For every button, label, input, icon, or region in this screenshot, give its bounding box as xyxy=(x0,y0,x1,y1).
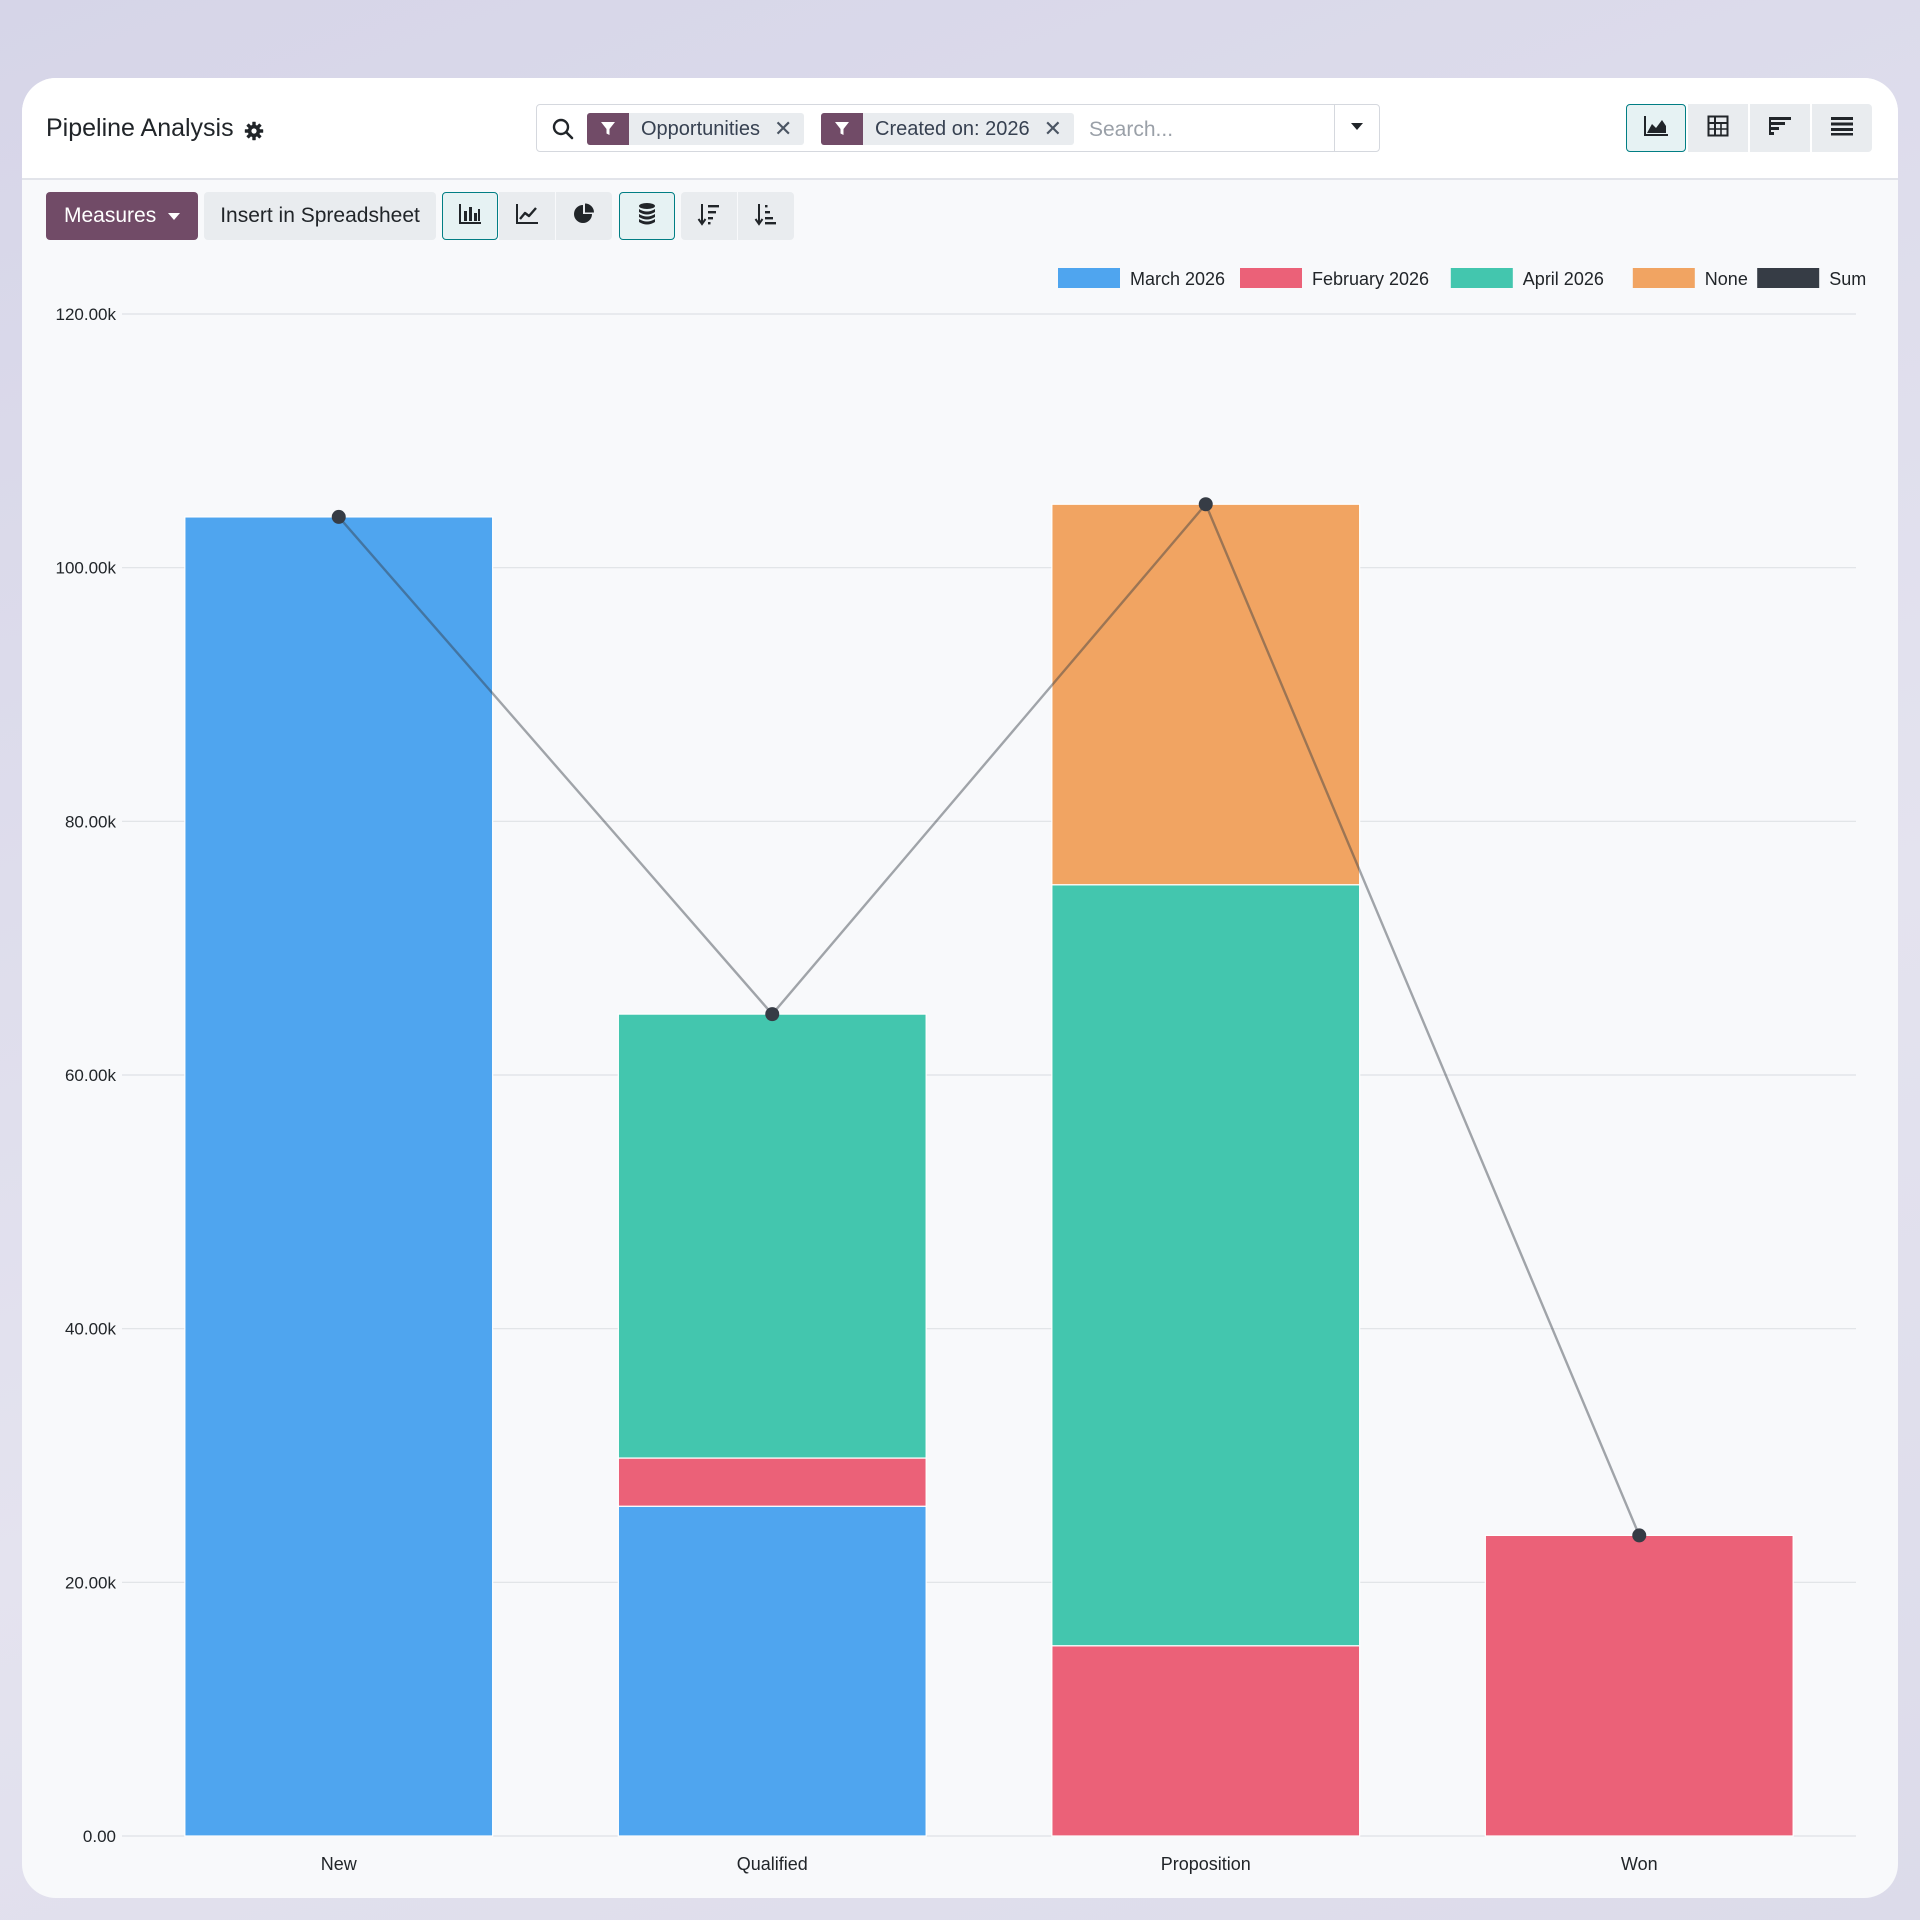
pipeline-bar-chart: 0.00 20.00k 40.00k 60.00k 80.00k 100.00k 120.0… xyxy=(56,268,1866,1874)
facet-label: Created on: 2026 xyxy=(875,117,1030,140)
search-input[interactable] xyxy=(1087,113,1331,147)
filter-icon xyxy=(587,113,629,145)
sort-descending-button[interactable] xyxy=(680,192,737,240)
y-tick-label: 80.00k xyxy=(65,812,117,831)
stacked-toggle-group xyxy=(618,192,675,240)
y-tick-label: 40.00k xyxy=(65,1320,117,1339)
list-view-button[interactable] xyxy=(1812,104,1872,152)
sum-line xyxy=(337,501,1641,1536)
sum-point xyxy=(331,509,346,524)
cohort-icon xyxy=(1768,115,1792,142)
bar-segment xyxy=(1484,1534,1794,1837)
bar-segment xyxy=(184,516,494,1837)
x-category-label: Won xyxy=(1621,1854,1658,1874)
graph-toolbar: Measures Insert in Spreadsheet xyxy=(46,192,794,240)
bar-segment xyxy=(617,1505,927,1837)
control-panel: Pipeline Analysis xyxy=(22,78,1898,180)
x-category-label: Proposition xyxy=(1161,1854,1251,1874)
sum-point xyxy=(765,1007,780,1022)
page-title-block: Pipeline Analysis xyxy=(46,114,264,143)
caret-down-icon xyxy=(168,212,181,220)
bar-segment xyxy=(617,1013,927,1459)
stack-icon xyxy=(637,202,657,231)
area-chart-icon xyxy=(1643,115,1669,142)
y-tick-label: 0.00 xyxy=(83,1827,116,1846)
graph-view-button[interactable] xyxy=(1626,104,1686,152)
caret-down-icon xyxy=(1350,119,1364,137)
legend-label: None xyxy=(1705,269,1748,289)
insert-label: Insert in Spreadsheet xyxy=(220,204,420,227)
y-tick-label: 100.00k xyxy=(56,559,117,578)
search-bar: Opportunities ✕ Created on: 2026 ✕ xyxy=(536,104,1380,152)
facet-label: Opportunities xyxy=(641,117,760,140)
sort-ascending-button[interactable] xyxy=(737,192,794,240)
bar-segment xyxy=(1051,884,1361,1647)
view-switcher xyxy=(1626,104,1872,152)
bar-segment xyxy=(1051,1645,1361,1837)
legend-label: February 2026 xyxy=(1312,269,1429,289)
cohort-view-button[interactable] xyxy=(1750,104,1810,152)
table-icon xyxy=(1707,115,1729,142)
pivot-view-button[interactable] xyxy=(1688,104,1748,152)
bar-segment xyxy=(1051,503,1361,886)
sum-point xyxy=(1198,497,1213,512)
y-tick-label: 120.00k xyxy=(56,305,117,324)
pie-chart-button[interactable] xyxy=(555,192,612,240)
legend-label: April 2026 xyxy=(1523,269,1604,289)
line-chart-icon xyxy=(515,203,539,230)
list-icon xyxy=(1830,116,1854,141)
search-options-toggle[interactable] xyxy=(1334,105,1379,151)
bar-chart-button[interactable] xyxy=(441,192,498,240)
page-title: Pipeline Analysis xyxy=(46,114,234,142)
sum-point xyxy=(1632,1528,1647,1543)
pie-chart-icon xyxy=(573,203,595,230)
gear-icon[interactable] xyxy=(244,119,264,140)
bar-chart-icon xyxy=(458,203,482,230)
legend-label: Sum xyxy=(1829,269,1866,289)
app-window: Pipeline Analysis xyxy=(22,78,1898,1898)
x-category-label: Qualified xyxy=(737,1854,808,1874)
stacked-toggle-button[interactable] xyxy=(618,192,675,240)
search-facet-created-on: Created on: 2026 ✕ xyxy=(821,113,1074,145)
measures-label: Measures xyxy=(64,204,157,227)
x-category-label: New xyxy=(321,1854,358,1874)
legend-swatch xyxy=(1632,268,1695,288)
legend-swatch xyxy=(1450,268,1513,288)
close-icon[interactable]: ✕ xyxy=(1043,116,1062,141)
legend-swatch xyxy=(1058,268,1120,288)
line-chart-button[interactable] xyxy=(498,192,555,240)
bar-segment xyxy=(617,1457,927,1507)
legend-label: March 2026 xyxy=(1130,269,1225,289)
y-tick-label: 20.00k xyxy=(65,1573,117,1592)
search-icon[interactable] xyxy=(551,117,575,141)
insert-in-spreadsheet-button[interactable]: Insert in Spreadsheet xyxy=(204,192,436,240)
sort-ascending-icon xyxy=(754,202,778,231)
legend-swatch xyxy=(1757,268,1820,288)
sort-group xyxy=(680,192,794,240)
sort-descending-icon xyxy=(697,202,721,231)
search-facet-opportunities: Opportunities ✕ xyxy=(587,113,805,145)
y-tick-label: 60.00k xyxy=(65,1066,117,1085)
filter-icon xyxy=(821,113,863,145)
legend-swatch xyxy=(1240,268,1302,288)
close-icon[interactable]: ✕ xyxy=(773,116,793,141)
chart-type-group xyxy=(441,192,612,240)
measures-dropdown-button[interactable]: Measures xyxy=(46,192,199,240)
